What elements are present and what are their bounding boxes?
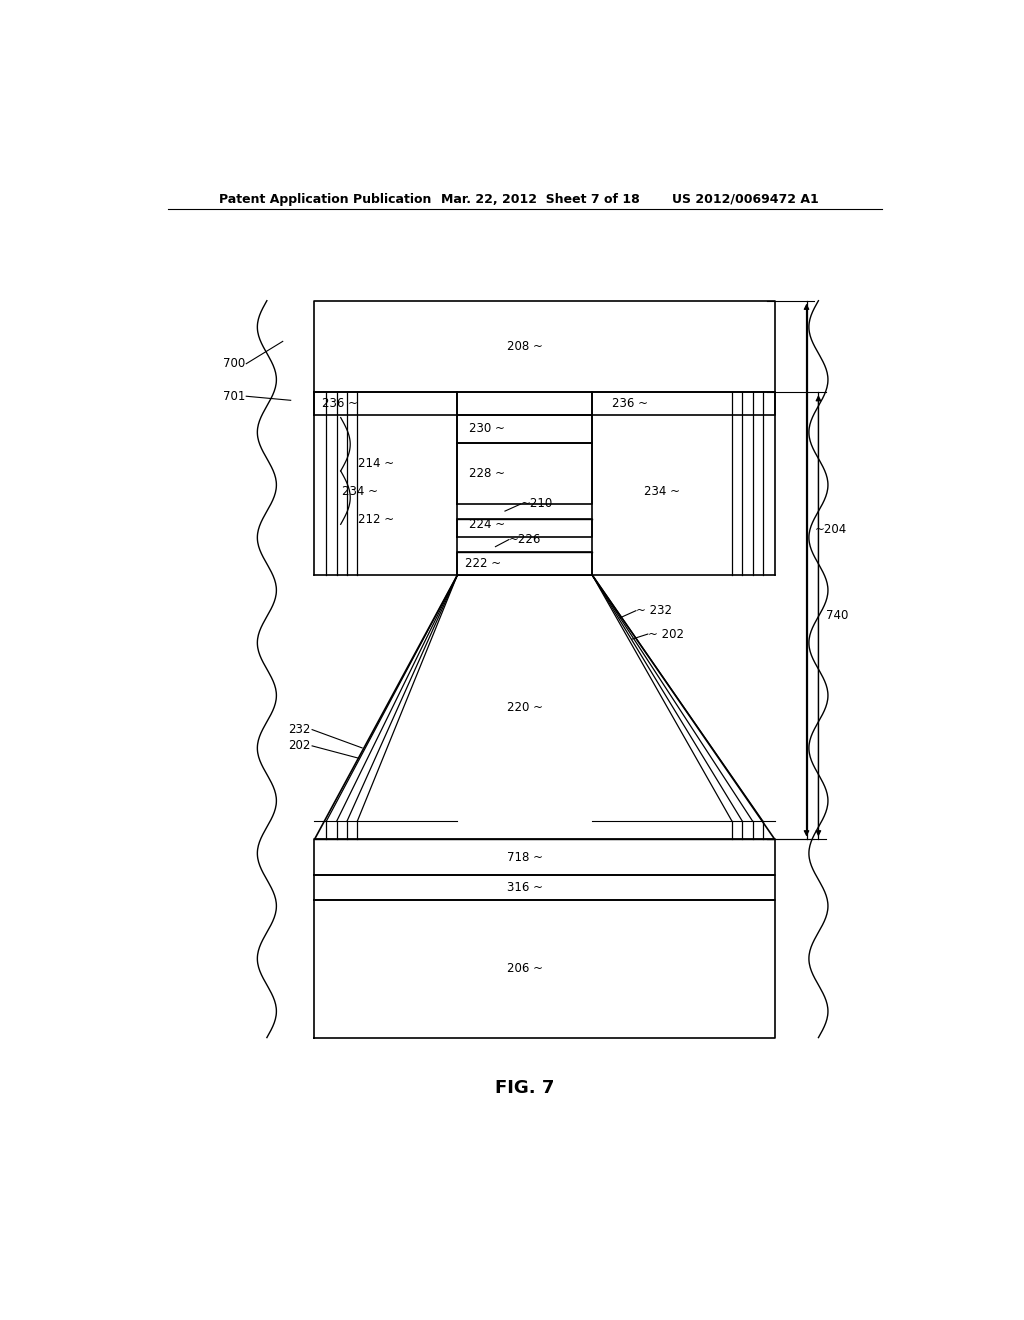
Text: ~210: ~210 — [521, 498, 553, 511]
Text: 230 ~: 230 ~ — [469, 422, 505, 436]
Text: 214 ~: 214 ~ — [358, 457, 394, 470]
Text: 700: 700 — [223, 358, 246, 370]
Text: Patent Application Publication: Patent Application Publication — [219, 193, 432, 206]
Text: 208 ~: 208 ~ — [507, 341, 543, 352]
Text: 222 ~: 222 ~ — [465, 557, 502, 570]
Text: 206 ~: 206 ~ — [507, 962, 543, 975]
Text: 234 ~: 234 ~ — [644, 486, 680, 498]
Text: US 2012/0069472 A1: US 2012/0069472 A1 — [672, 193, 818, 206]
Text: Mar. 22, 2012  Sheet 7 of 18: Mar. 22, 2012 Sheet 7 of 18 — [441, 193, 640, 206]
Text: 232: 232 — [288, 723, 310, 737]
Text: 316 ~: 316 ~ — [507, 882, 543, 894]
Text: 228 ~: 228 ~ — [469, 467, 505, 480]
Text: 202: 202 — [288, 739, 310, 752]
Text: ~226: ~226 — [509, 533, 542, 546]
Text: 224 ~: 224 ~ — [469, 519, 506, 532]
Text: 718 ~: 718 ~ — [507, 850, 543, 863]
Text: 212 ~: 212 ~ — [358, 512, 394, 525]
Text: 740: 740 — [826, 610, 849, 622]
Text: 701: 701 — [223, 389, 246, 403]
Text: ~204: ~204 — [814, 523, 847, 536]
Text: 220 ~: 220 ~ — [507, 701, 543, 714]
Text: FIG. 7: FIG. 7 — [496, 1080, 554, 1097]
Text: ~ 232: ~ 232 — [636, 605, 672, 618]
Text: 236 ~: 236 ~ — [323, 397, 358, 409]
Text: 234 ~: 234 ~ — [342, 486, 378, 498]
Text: 236 ~: 236 ~ — [612, 397, 648, 409]
Text: ~ 202: ~ 202 — [648, 627, 684, 640]
